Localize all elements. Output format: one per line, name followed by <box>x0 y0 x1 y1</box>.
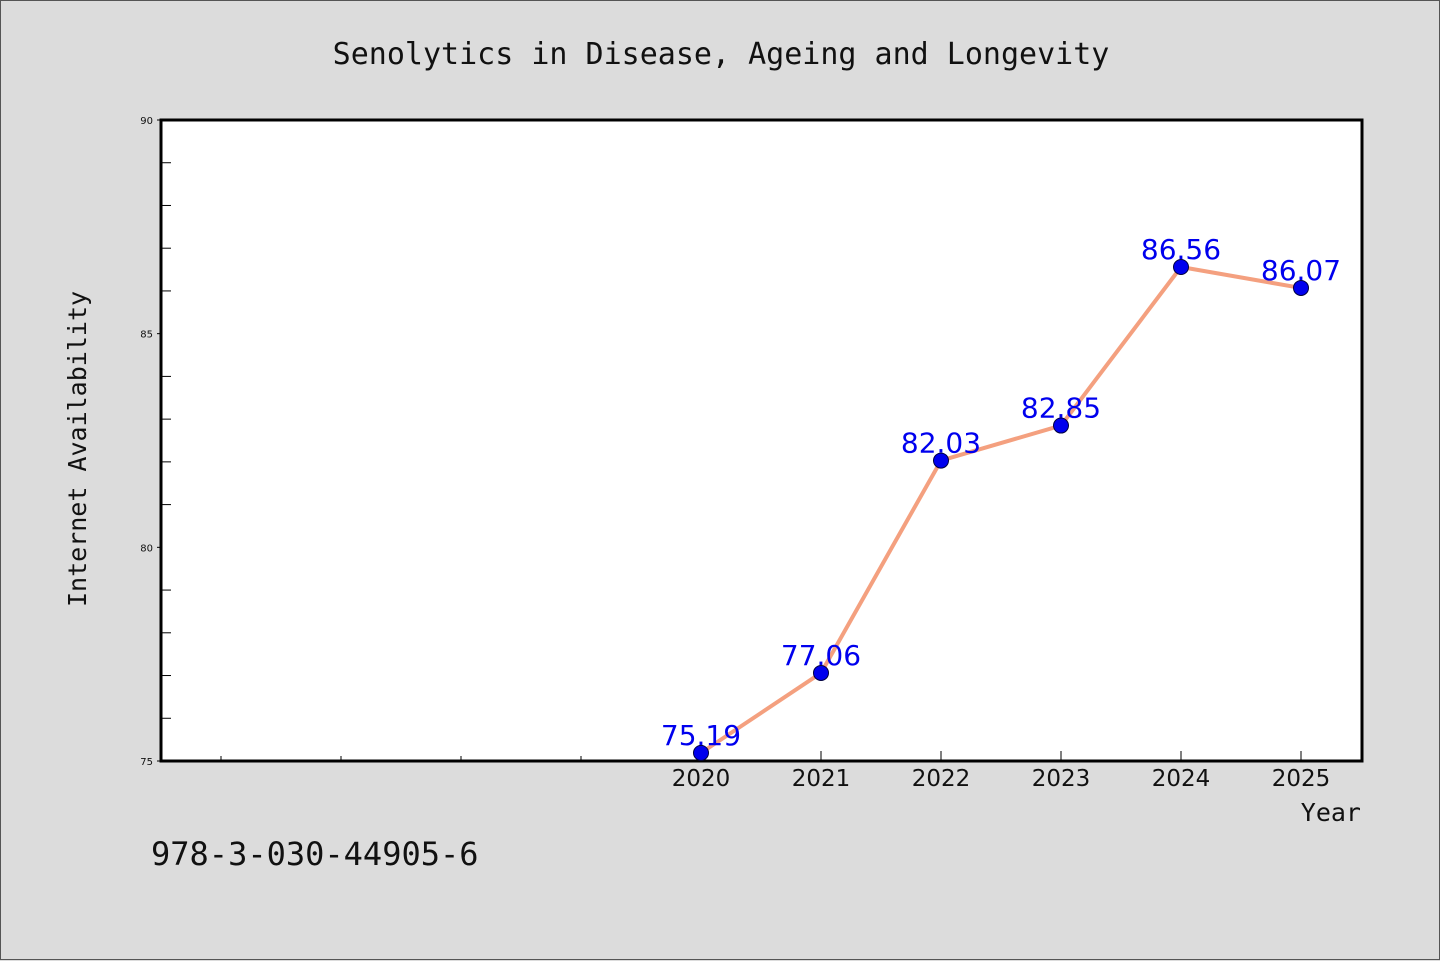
x-tick-label: 2021 <box>792 766 851 792</box>
y-axis-ticks: 75 80 85 90 <box>140 116 161 768</box>
data-point <box>1293 279 1309 296</box>
isbn-text: 978-3-030-44905-6 <box>151 835 479 873</box>
y-minor-ticks <box>161 162 171 719</box>
data-label: 82.03 <box>901 427 981 460</box>
data-labels: 75.19 77.06 82.03 82.85 86.56 86.07 <box>661 233 1341 752</box>
x-axis-ticks: 2020 2021 2022 2023 2024 2025 <box>672 751 1331 792</box>
plot-area <box>159 118 1364 763</box>
data-label: 77.06 <box>781 639 861 672</box>
x-minor-ticks <box>220 756 582 761</box>
data-point <box>1053 417 1069 434</box>
x-tick-label: 2020 <box>672 766 731 792</box>
y-tick-label: 85 <box>140 330 153 341</box>
x-tick-label: 2024 <box>1152 766 1211 792</box>
data-point <box>693 744 709 761</box>
x-tick-label: 2022 <box>912 766 971 792</box>
y-axis-label: Internet Availability <box>63 291 92 607</box>
y-tick-label: 90 <box>140 116 153 127</box>
series-markers <box>693 259 1309 761</box>
data-point <box>933 452 949 469</box>
data-label: 75.19 <box>661 719 741 752</box>
series-line <box>699 265 1303 755</box>
y-tick-label: 80 <box>140 543 153 554</box>
y-tick-label: 75 <box>140 757 153 768</box>
data-label: 86.56 <box>1141 233 1221 266</box>
x-tick-label: 2023 <box>1032 766 1091 792</box>
data-label: 82.85 <box>1021 392 1101 425</box>
chart-title: Senolytics in Disease, Ageing and Longev… <box>333 37 1110 72</box>
x-tick-label: 2025 <box>1272 766 1331 792</box>
data-point <box>813 664 829 681</box>
data-label: 86.07 <box>1261 254 1341 287</box>
x-axis-label: Year <box>1301 798 1361 827</box>
data-point <box>1173 259 1189 276</box>
